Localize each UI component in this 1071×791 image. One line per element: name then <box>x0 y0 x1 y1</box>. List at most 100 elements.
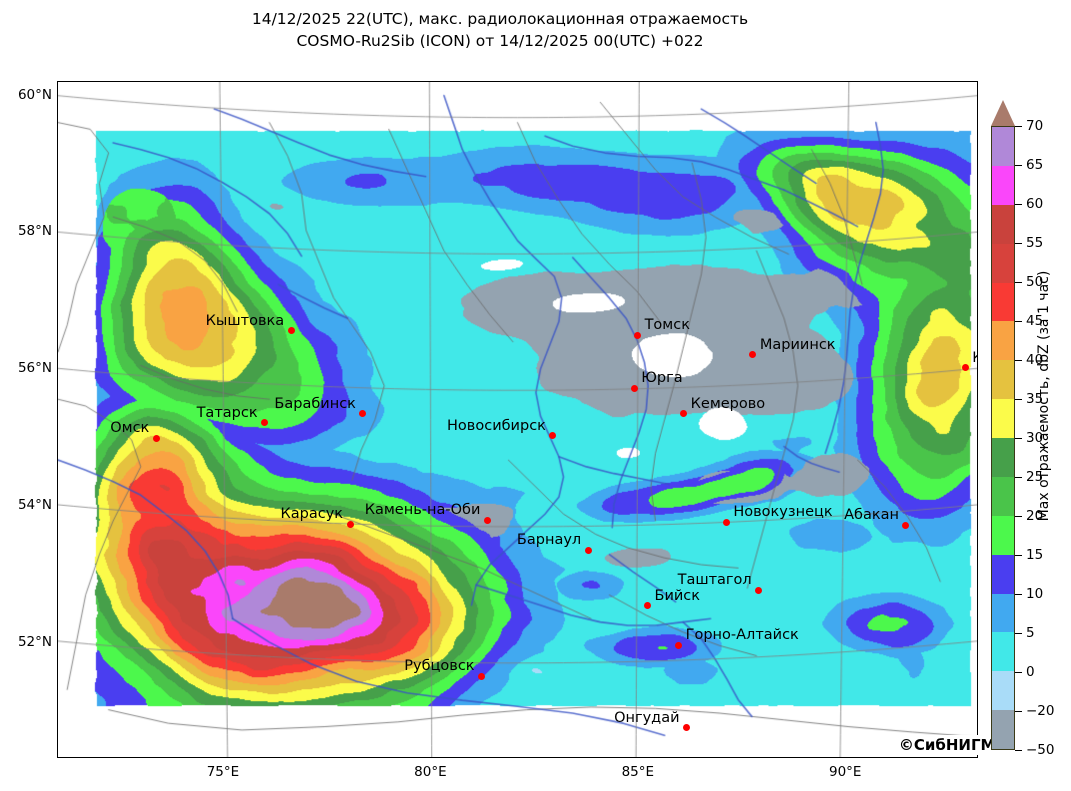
colorbar-tick <box>1015 555 1022 556</box>
lat-tick-label: 54°N <box>17 496 52 513</box>
colorbar-segment <box>992 632 1014 672</box>
lon-tick-label: 80°E <box>414 764 447 780</box>
city-label: Новосибирск <box>447 417 546 434</box>
colorbar-segment <box>992 399 1014 438</box>
colorbar-tick-label: 0 <box>1026 664 1035 680</box>
colorbar: 70 65 60 55 50 45 40 35 30 25 20 15 10 5 0 −20 −50 <box>991 100 1055 758</box>
city-dot-icon <box>478 672 486 680</box>
colorbar-body <box>991 126 1015 750</box>
colorbar-tick-label: 25 <box>1026 469 1044 485</box>
lat-tick-label: 60°N <box>17 86 52 103</box>
city-dot-icon <box>346 520 354 528</box>
colorbar-segment <box>992 282 1014 322</box>
city-dot-icon <box>287 327 295 335</box>
title-line-2: COSMO-Ru2Sib (ICON) от 14/12/2025 00(UTC… <box>296 32 704 50</box>
city-dot-icon <box>644 602 652 610</box>
colorbar-segment <box>992 438 1014 477</box>
colorbar-segment <box>992 360 1014 400</box>
colorbar-tick-label: −20 <box>1026 703 1055 719</box>
colorbar-tick <box>1015 360 1022 361</box>
lon-tick-label: 85°E <box>621 764 655 780</box>
city-dot-icon <box>584 546 592 554</box>
copyright-label: ©СибНИГМИ <box>895 735 1011 755</box>
colorbar-segment <box>992 243 1014 283</box>
colorbar-tick-label: 60 <box>1026 196 1044 212</box>
city-label: Новокузнецк <box>733 504 833 521</box>
colorbar-tick-label: 5 <box>1026 625 1035 641</box>
lat-tick-label: 56°N <box>17 360 52 377</box>
city-label: Барабинск <box>274 395 356 412</box>
colorbar-tick <box>1015 165 1022 166</box>
city-dot-icon <box>749 351 757 359</box>
city-label: Красноярск <box>972 351 977 366</box>
city-dot-icon <box>683 724 691 732</box>
colorbar-tick <box>1015 750 1022 751</box>
lon-tick-label: 75°E <box>206 764 240 780</box>
colorbar-segment <box>992 515 1014 555</box>
colorbar-tick <box>1015 243 1022 244</box>
city-label: Абакан <box>844 507 899 524</box>
city-label: Кыштовка <box>205 312 285 329</box>
colorbar-segment <box>992 671 1014 711</box>
city-dot-icon <box>961 364 969 372</box>
colorbar-segment <box>992 127 1014 166</box>
colorbar-axis-label: Max отражаемость, dbZ (за 1 час) <box>1036 270 1052 521</box>
colorbar-tick-label: 45 <box>1026 313 1044 329</box>
city-dot-icon <box>152 434 160 442</box>
city-label: Онгудай <box>614 709 680 726</box>
colorbar-tick <box>1015 711 1022 712</box>
city-dot-icon <box>755 586 763 594</box>
lon-tick-label: 90°E <box>829 764 862 780</box>
city-label: Мариинск <box>759 336 836 353</box>
city-dot-icon <box>722 518 730 526</box>
city-label: Таштагол <box>677 572 752 589</box>
map-plot-area: Красноярск Мариинск Томск Юрга Кемерово Кышто… <box>57 81 978 758</box>
city-dot-icon <box>675 641 683 649</box>
colorbar-tick <box>1015 516 1022 517</box>
colorbar-tick <box>1015 126 1022 127</box>
city-dot-icon <box>630 384 638 392</box>
page-title: 14/12/2025 22(UTC), макс. радиолокационн… <box>0 8 1000 52</box>
city-dot-icon <box>359 410 367 418</box>
colorbar-segment <box>992 476 1014 516</box>
colorbar-tick-label: 30 <box>1026 430 1044 446</box>
city-label: Рубцовск <box>404 658 475 675</box>
city-label: Омск <box>110 420 150 437</box>
city-dot-icon <box>261 419 269 427</box>
colorbar-tick <box>1015 204 1022 205</box>
city-label: Татарск <box>196 404 258 421</box>
colorbar-tick-label: 35 <box>1026 391 1044 407</box>
colorbar-tick <box>1015 477 1022 478</box>
colorbar-tick <box>1015 633 1022 634</box>
city-dot-icon <box>483 516 491 524</box>
colorbar-tick-label: 50 <box>1026 274 1044 290</box>
colorbar-tick <box>1015 672 1022 673</box>
city-label: Карасук <box>280 506 344 523</box>
colorbar-tick-label: −50 <box>1026 742 1055 758</box>
lat-tick-label: 58°N <box>17 223 52 240</box>
colorbar-tick-label: 40 <box>1026 352 1044 368</box>
radar-field-canvas <box>58 82 977 757</box>
colorbar-segment <box>992 165 1014 205</box>
colorbar-tick <box>1015 399 1022 400</box>
colorbar-tick <box>1015 321 1022 322</box>
colorbar-tick <box>1015 594 1022 595</box>
city-label: Барнаул <box>516 532 582 549</box>
city-dot-icon <box>680 410 688 418</box>
colorbar-tick <box>1015 282 1022 283</box>
colorbar-tick-label: 20 <box>1026 508 1044 524</box>
colorbar-tick-label: 65 <box>1026 157 1044 173</box>
colorbar-segment <box>992 321 1014 361</box>
city-label: Камень-на-Оби <box>364 502 481 519</box>
city-label: Томск <box>644 317 690 334</box>
city-dot-icon <box>902 521 910 529</box>
city-dot-icon <box>634 331 642 339</box>
colorbar-tick <box>1015 438 1022 439</box>
city-label: Бийск <box>654 587 701 604</box>
city-dot-icon <box>549 432 557 440</box>
city-label: Кемерово <box>690 395 766 412</box>
title-line-1: 14/12/2025 22(UTC), макс. радиолокационн… <box>251 10 749 28</box>
colorbar-segment <box>992 554 1014 594</box>
colorbar-tick-label: 70 <box>1026 118 1044 134</box>
